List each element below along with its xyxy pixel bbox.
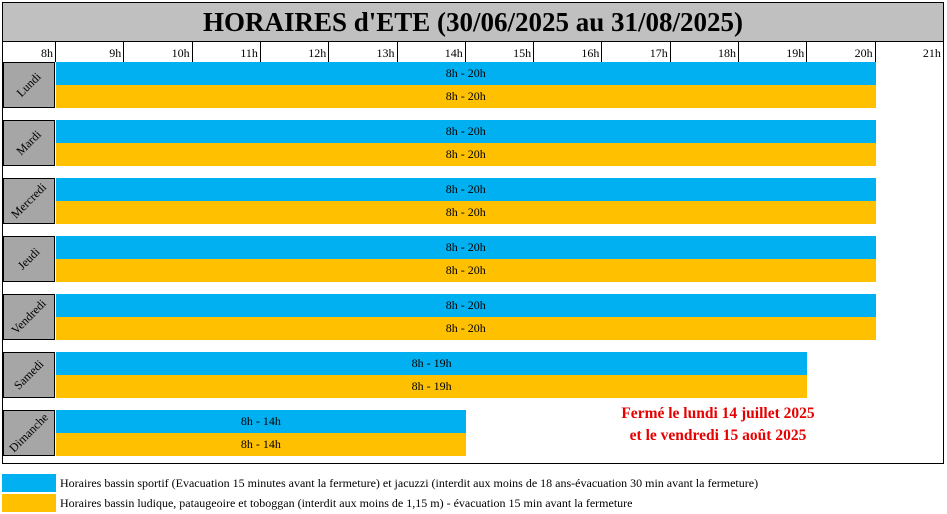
closure-notice: Fermé le lundi 14 juillet 2025 et le ven… — [588, 403, 848, 447]
sport-hours-bar: 8h - 20h — [56, 178, 876, 201]
day-row-mardi: Mardi 8h - 20h 8h - 20h — [3, 120, 943, 166]
ludique-hours-bar: 8h - 20h — [56, 317, 876, 340]
day-name: Jeudi — [14, 244, 43, 273]
day-name: Dimanche — [6, 410, 52, 456]
day-label: Lundi — [3, 62, 55, 108]
hour-tick — [806, 42, 808, 62]
hour-label: 18h — [718, 46, 736, 60]
hour-label: 11h — [240, 46, 258, 60]
ludique-hours-bar: 8h - 14h — [56, 433, 466, 456]
ludique-hours-bar: 8h - 19h — [56, 375, 808, 398]
closure-line-1: Fermé le lundi 14 juillet 2025 — [621, 405, 815, 422]
day-label: Samedi — [3, 352, 55, 398]
closure-line-2: et le vendredi 15 août 2025 — [629, 427, 807, 444]
hour-label: 13h — [376, 46, 395, 60]
sport-hours-bar: 8h - 20h — [56, 120, 876, 143]
day-label: Mardi — [3, 120, 55, 166]
hour-tick — [396, 42, 398, 62]
hour-tick — [942, 42, 944, 62]
hour-tick — [533, 42, 535, 62]
hour-tick — [259, 42, 261, 62]
day-label: Jeudi — [3, 236, 55, 282]
legend-ludique: Horaires bassin ludique, pataugeoire et … — [0, 494, 947, 512]
hour-tick — [601, 42, 603, 62]
hour-label: 17h — [649, 46, 668, 60]
legend-sport: Horaires bassin sportif (Evacuation 15 m… — [0, 474, 947, 492]
hour-header: 8h 9h 10h 11h 12h 13h 14h 15h 16h 17h 18h 19h 20h 21h — [3, 42, 944, 62]
day-row-lundi: Lundi 8h - 20h 8h - 20h — [3, 62, 943, 108]
hour-label: 12h — [308, 46, 327, 60]
hour-label: 10h — [171, 46, 190, 60]
sport-hours-bar: 8h - 14h — [56, 410, 466, 433]
sport-hours-bar: 8h - 19h — [56, 352, 808, 375]
hour-tick — [328, 42, 330, 62]
hour-label: 15h — [513, 46, 532, 60]
day-label: Mercredi — [3, 178, 55, 224]
hour-label: 16h — [581, 46, 600, 60]
day-row-dimanche: Dimanche 8h - 14h 8h - 14h — [3, 410, 943, 456]
hour-tick — [55, 42, 56, 62]
ludique-hours-bar: 8h - 20h — [56, 85, 876, 108]
day-name: Lundi — [13, 69, 44, 100]
day-row-mercredi: Mercredi 8h - 20h 8h - 20h — [3, 178, 943, 224]
day-row-vendredi: Vendredi 8h - 20h 8h - 20h — [3, 294, 943, 340]
hour-tick — [464, 42, 466, 62]
hour-label: 19h — [786, 46, 805, 60]
day-name: Mardi — [13, 127, 44, 158]
sport-hours-bar: 8h - 20h — [56, 294, 876, 317]
hour-tick — [669, 42, 671, 62]
hour-label: 8h — [41, 46, 53, 60]
hour-label: 14h — [444, 46, 463, 60]
day-row-samedi: Samedi 8h - 19h 8h - 19h — [3, 352, 943, 398]
day-label: Dimanche — [3, 410, 55, 456]
hour-label: 20h — [854, 46, 873, 60]
ludique-hours-bar: 8h - 20h — [56, 143, 876, 166]
day-name: Samedi — [10, 356, 47, 393]
day-name: Mercredi — [8, 180, 50, 222]
legend-ludique-swatch — [2, 494, 56, 512]
hour-label: 21h — [922, 46, 941, 60]
legend-sport-swatch — [2, 474, 56, 492]
sport-hours-bar: 8h - 20h — [56, 62, 876, 85]
day-name: Vendredi — [8, 296, 49, 337]
day-row-jeudi: Jeudi 8h - 20h 8h - 20h — [3, 236, 943, 282]
ludique-hours-bar: 8h - 20h — [56, 259, 876, 282]
legend-sport-text: Horaires bassin sportif (Evacuation 15 m… — [60, 476, 759, 490]
ludique-hours-bar: 8h - 20h — [56, 201, 876, 224]
day-label: Vendredi — [3, 294, 55, 340]
hour-tick — [123, 42, 125, 62]
hour-label: 9h — [109, 46, 122, 60]
schedule-table: HORAIRES d'ETE (30/06/2025 au 31/08/2025… — [2, 2, 944, 464]
legend-ludique-text: Horaires bassin ludique, pataugeoire et … — [60, 496, 633, 510]
sport-hours-bar: 8h - 20h — [56, 236, 876, 259]
hour-tick — [874, 42, 876, 62]
hour-tick — [738, 42, 739, 62]
page-title: HORAIRES d'ETE (30/06/2025 au 31/08/2025… — [3, 3, 943, 42]
hour-tick — [191, 42, 193, 62]
